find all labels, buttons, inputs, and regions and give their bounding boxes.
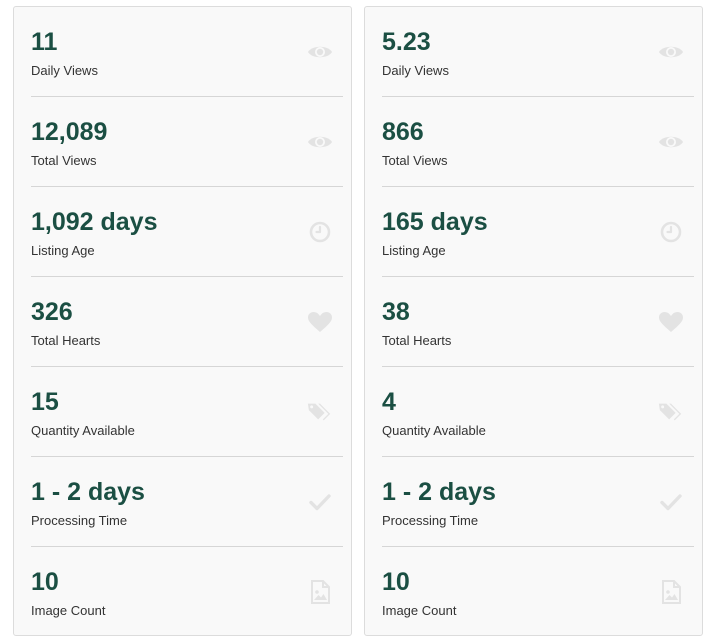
clock-icon (307, 220, 333, 244)
stat-value: 866 (382, 118, 424, 146)
stat-total-hearts: 38 Total Hearts (382, 277, 694, 367)
check-icon (307, 490, 333, 514)
stat-label: Image Count (382, 603, 457, 618)
check-icon (658, 490, 684, 514)
stat-label: Quantity Available (382, 423, 486, 438)
stat-value: 1 - 2 days (31, 478, 145, 506)
stat-daily-views: 5.23 Daily Views (382, 7, 694, 97)
stat-value: 38 (382, 298, 410, 326)
eye-icon (307, 130, 333, 154)
stat-quantity-available: 4 Quantity Available (382, 367, 694, 457)
stat-value: 4 (382, 388, 396, 416)
image-icon (658, 580, 684, 604)
clock-icon (658, 220, 684, 244)
stat-label: Daily Views (31, 63, 98, 78)
stat-value: 10 (382, 568, 410, 596)
stat-processing-time: 1 - 2 days Processing Time (31, 457, 343, 547)
stat-image-count: 10 Image Count (382, 547, 694, 637)
stat-label: Processing Time (382, 513, 479, 528)
stat-image-count: 10 Image Count (31, 547, 343, 637)
stat-label: Processing Time (31, 513, 128, 528)
stat-total-views: 866 Total Views (382, 97, 694, 187)
stat-label: Total Views (382, 153, 448, 168)
tags-icon (307, 400, 333, 424)
stat-label: Image Count (31, 603, 106, 618)
heart-icon (658, 310, 684, 334)
stat-label: Listing Age (31, 243, 95, 258)
eye-icon (307, 40, 333, 64)
stat-label: Listing Age (382, 243, 446, 258)
stat-value: 10 (31, 568, 59, 596)
image-icon (307, 580, 333, 604)
stat-listing-age: 1,092 days Listing Age (31, 187, 343, 277)
stat-quantity-available: 15 Quantity Available (31, 367, 343, 457)
stat-value: 15 (31, 388, 59, 416)
stat-listing-age: 165 days Listing Age (382, 187, 694, 277)
stat-value: 11 (31, 28, 58, 56)
stat-value: 165 days (382, 208, 488, 236)
tags-icon (658, 400, 684, 424)
stat-value: 326 (31, 298, 73, 326)
stat-value: 12,089 (31, 118, 108, 146)
eye-icon (658, 130, 684, 154)
stat-label: Total Hearts (31, 333, 101, 348)
stat-total-views: 12,089 Total Views (31, 97, 343, 187)
stat-label: Total Views (31, 153, 97, 168)
listing-stats-panel-right: 5.23 Daily Views 866 Total Views 165 day… (364, 6, 703, 636)
stat-list: 11 Daily Views 12,089 Total Views 1,092 … (31, 7, 343, 635)
eye-icon (658, 40, 684, 64)
stat-value: 1,092 days (31, 208, 158, 236)
stat-value: 5.23 (382, 28, 431, 56)
stat-total-hearts: 326 Total Hearts (31, 277, 343, 367)
heart-icon (307, 310, 333, 334)
stat-label: Total Hearts (382, 333, 452, 348)
stat-daily-views: 11 Daily Views (31, 7, 343, 97)
listing-stats-panel-left: 11 Daily Views 12,089 Total Views 1,092 … (13, 6, 352, 636)
stat-processing-time: 1 - 2 days Processing Time (382, 457, 694, 547)
stat-label: Daily Views (382, 63, 449, 78)
stat-label: Quantity Available (31, 423, 135, 438)
stat-list: 5.23 Daily Views 866 Total Views 165 day… (382, 7, 694, 635)
stat-value: 1 - 2 days (382, 478, 496, 506)
